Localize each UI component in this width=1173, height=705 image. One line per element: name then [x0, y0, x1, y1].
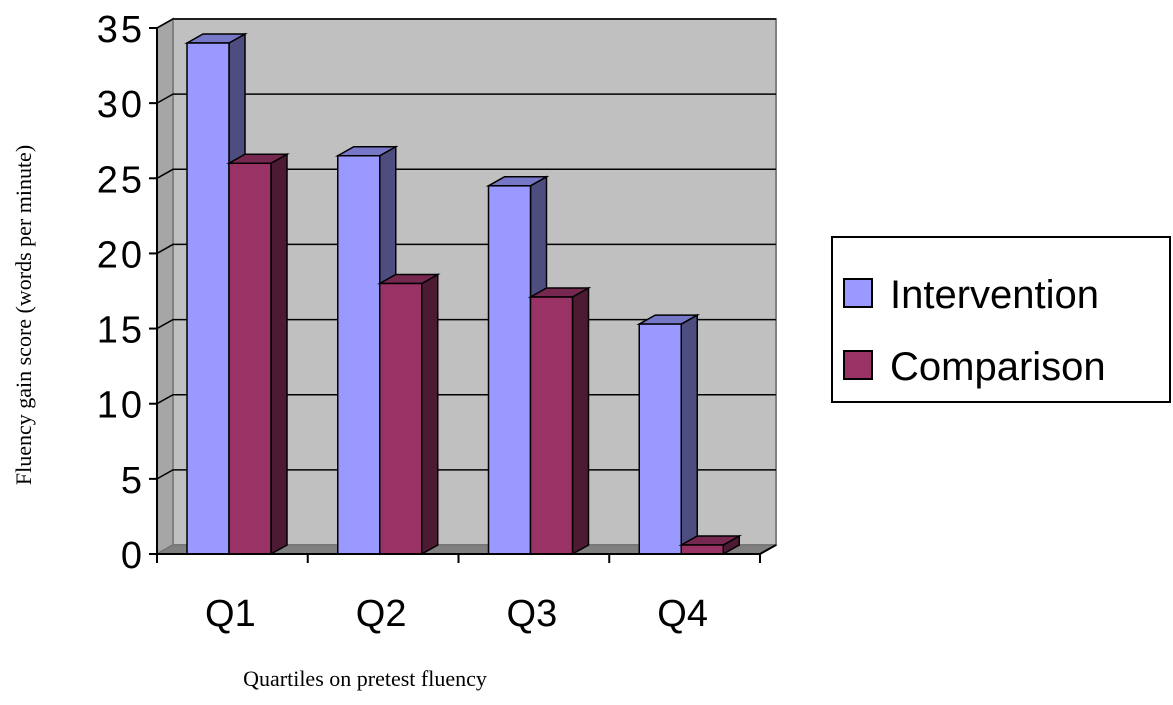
- bar-front: [638, 323, 682, 555]
- y-axis-label: Fluency gain score (words per minute): [11, 145, 36, 485]
- y-tick-label: 30: [97, 84, 145, 126]
- gridline: [156, 93, 776, 104]
- gridline: [156, 168, 776, 179]
- bar-intervention-q4: [636, 313, 701, 556]
- bar-comparison-q2: [376, 273, 441, 556]
- y-tick-label: 5: [121, 460, 145, 502]
- y-tick-label: 35: [97, 9, 145, 51]
- legend-swatch-intervention: [843, 278, 873, 308]
- gridline: [156, 243, 776, 255]
- legend: Intervention Comparison: [831, 236, 1171, 403]
- y-tick-label: 20: [97, 234, 145, 276]
- legend-swatch-comparison: [843, 350, 873, 380]
- legend-label-comparison: Comparison: [890, 345, 1106, 389]
- x-tick-label: Q4: [657, 593, 708, 635]
- bar-front: [379, 282, 423, 555]
- bar-front: [487, 185, 532, 555]
- gridline: [156, 18, 776, 29]
- x-tick-label: Q3: [507, 593, 558, 635]
- x-tick-label: Q1: [205, 593, 256, 635]
- bar-comparison-q3: [527, 286, 592, 556]
- bar-side: [571, 286, 590, 556]
- y-tick-label: 0: [121, 535, 145, 577]
- y-tick-label: 10: [97, 385, 145, 427]
- x-tick-label: Q2: [356, 593, 407, 635]
- bar-side: [421, 273, 439, 556]
- bars: [184, 32, 743, 556]
- bar-front: [680, 544, 724, 555]
- bar-side: [680, 313, 698, 556]
- legend-box: [831, 236, 1171, 403]
- bar-comparison-q1: [226, 152, 290, 556]
- x-axis-end: [759, 544, 777, 555]
- bar-front: [337, 154, 381, 555]
- y-tick-label: 25: [97, 159, 145, 201]
- bar-front: [228, 162, 272, 555]
- y-tick-label: 15: [97, 310, 145, 352]
- bar-front: [529, 296, 574, 555]
- legend-label-intervention: Intervention: [890, 273, 1099, 317]
- x-axis-label: Quartiles on pretest fluency: [243, 666, 487, 691]
- bar-side: [270, 152, 288, 556]
- bar-front: [186, 42, 230, 555]
- axes: 0 5 10 15 20 25 30 35 Q1 Q2 Q3 Q4: [97, 9, 777, 635]
